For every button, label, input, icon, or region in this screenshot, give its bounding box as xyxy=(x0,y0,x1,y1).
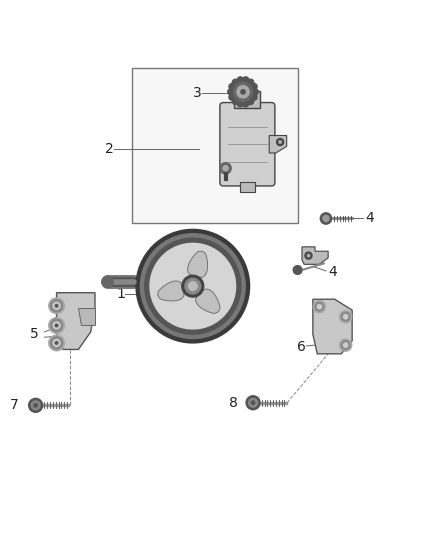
Text: 2: 2 xyxy=(106,142,114,156)
Circle shape xyxy=(341,312,350,321)
Bar xyxy=(234,91,261,108)
Circle shape xyxy=(339,339,352,351)
Circle shape xyxy=(182,275,204,297)
Circle shape xyxy=(246,395,260,410)
Polygon shape xyxy=(57,293,95,350)
Circle shape xyxy=(223,166,228,171)
Bar xyxy=(240,182,255,192)
Circle shape xyxy=(307,254,310,257)
Circle shape xyxy=(233,82,253,101)
Circle shape xyxy=(49,318,64,333)
Circle shape xyxy=(251,84,257,90)
Circle shape xyxy=(305,252,312,259)
Circle shape xyxy=(247,99,254,104)
Circle shape xyxy=(220,163,231,174)
Circle shape xyxy=(247,79,254,85)
Circle shape xyxy=(313,301,325,313)
Polygon shape xyxy=(196,289,220,313)
Circle shape xyxy=(188,282,197,290)
Circle shape xyxy=(49,335,64,351)
Circle shape xyxy=(315,302,324,311)
Circle shape xyxy=(251,94,257,100)
Circle shape xyxy=(150,244,236,329)
Bar xyxy=(132,68,297,223)
Circle shape xyxy=(102,276,113,287)
Polygon shape xyxy=(187,251,208,277)
Circle shape xyxy=(243,77,249,83)
Circle shape xyxy=(237,101,244,107)
Circle shape xyxy=(185,278,201,294)
Circle shape xyxy=(28,398,42,413)
Circle shape xyxy=(251,401,255,405)
Circle shape xyxy=(141,234,245,338)
Circle shape xyxy=(232,79,238,85)
Circle shape xyxy=(55,324,58,327)
Circle shape xyxy=(50,300,63,312)
Text: 8: 8 xyxy=(229,395,237,410)
Circle shape xyxy=(49,298,64,313)
Circle shape xyxy=(53,322,60,329)
Polygon shape xyxy=(269,135,287,153)
Circle shape xyxy=(339,311,352,323)
Circle shape xyxy=(229,94,235,100)
Circle shape xyxy=(249,398,258,407)
Text: 4: 4 xyxy=(365,212,374,225)
Circle shape xyxy=(50,319,63,332)
FancyBboxPatch shape xyxy=(220,102,275,186)
Polygon shape xyxy=(78,308,95,326)
Circle shape xyxy=(136,229,250,343)
Text: 4: 4 xyxy=(328,265,337,279)
Circle shape xyxy=(277,139,284,146)
Circle shape xyxy=(229,84,235,90)
Circle shape xyxy=(293,265,302,274)
Circle shape xyxy=(252,89,258,95)
Text: 5: 5 xyxy=(30,327,39,341)
Circle shape xyxy=(343,343,348,348)
Polygon shape xyxy=(302,247,328,264)
Circle shape xyxy=(323,215,329,222)
Circle shape xyxy=(53,302,60,309)
Circle shape xyxy=(50,337,63,349)
Circle shape xyxy=(243,101,249,107)
Circle shape xyxy=(55,304,58,307)
Circle shape xyxy=(232,99,238,104)
Text: 3: 3 xyxy=(193,86,201,100)
Circle shape xyxy=(341,341,350,350)
Circle shape xyxy=(237,77,244,83)
Polygon shape xyxy=(158,281,184,301)
Polygon shape xyxy=(313,299,352,354)
Circle shape xyxy=(228,89,234,95)
Circle shape xyxy=(31,401,40,410)
Text: 7: 7 xyxy=(11,398,19,413)
Text: 1: 1 xyxy=(117,287,125,301)
Wedge shape xyxy=(193,238,249,314)
Circle shape xyxy=(317,304,321,309)
Circle shape xyxy=(55,342,58,344)
Circle shape xyxy=(34,403,37,407)
Circle shape xyxy=(343,314,348,319)
Circle shape xyxy=(320,213,332,224)
Text: 6: 6 xyxy=(297,340,306,354)
Circle shape xyxy=(241,90,245,94)
Circle shape xyxy=(145,238,241,334)
Circle shape xyxy=(53,340,60,346)
Circle shape xyxy=(237,86,249,98)
Circle shape xyxy=(279,141,282,143)
